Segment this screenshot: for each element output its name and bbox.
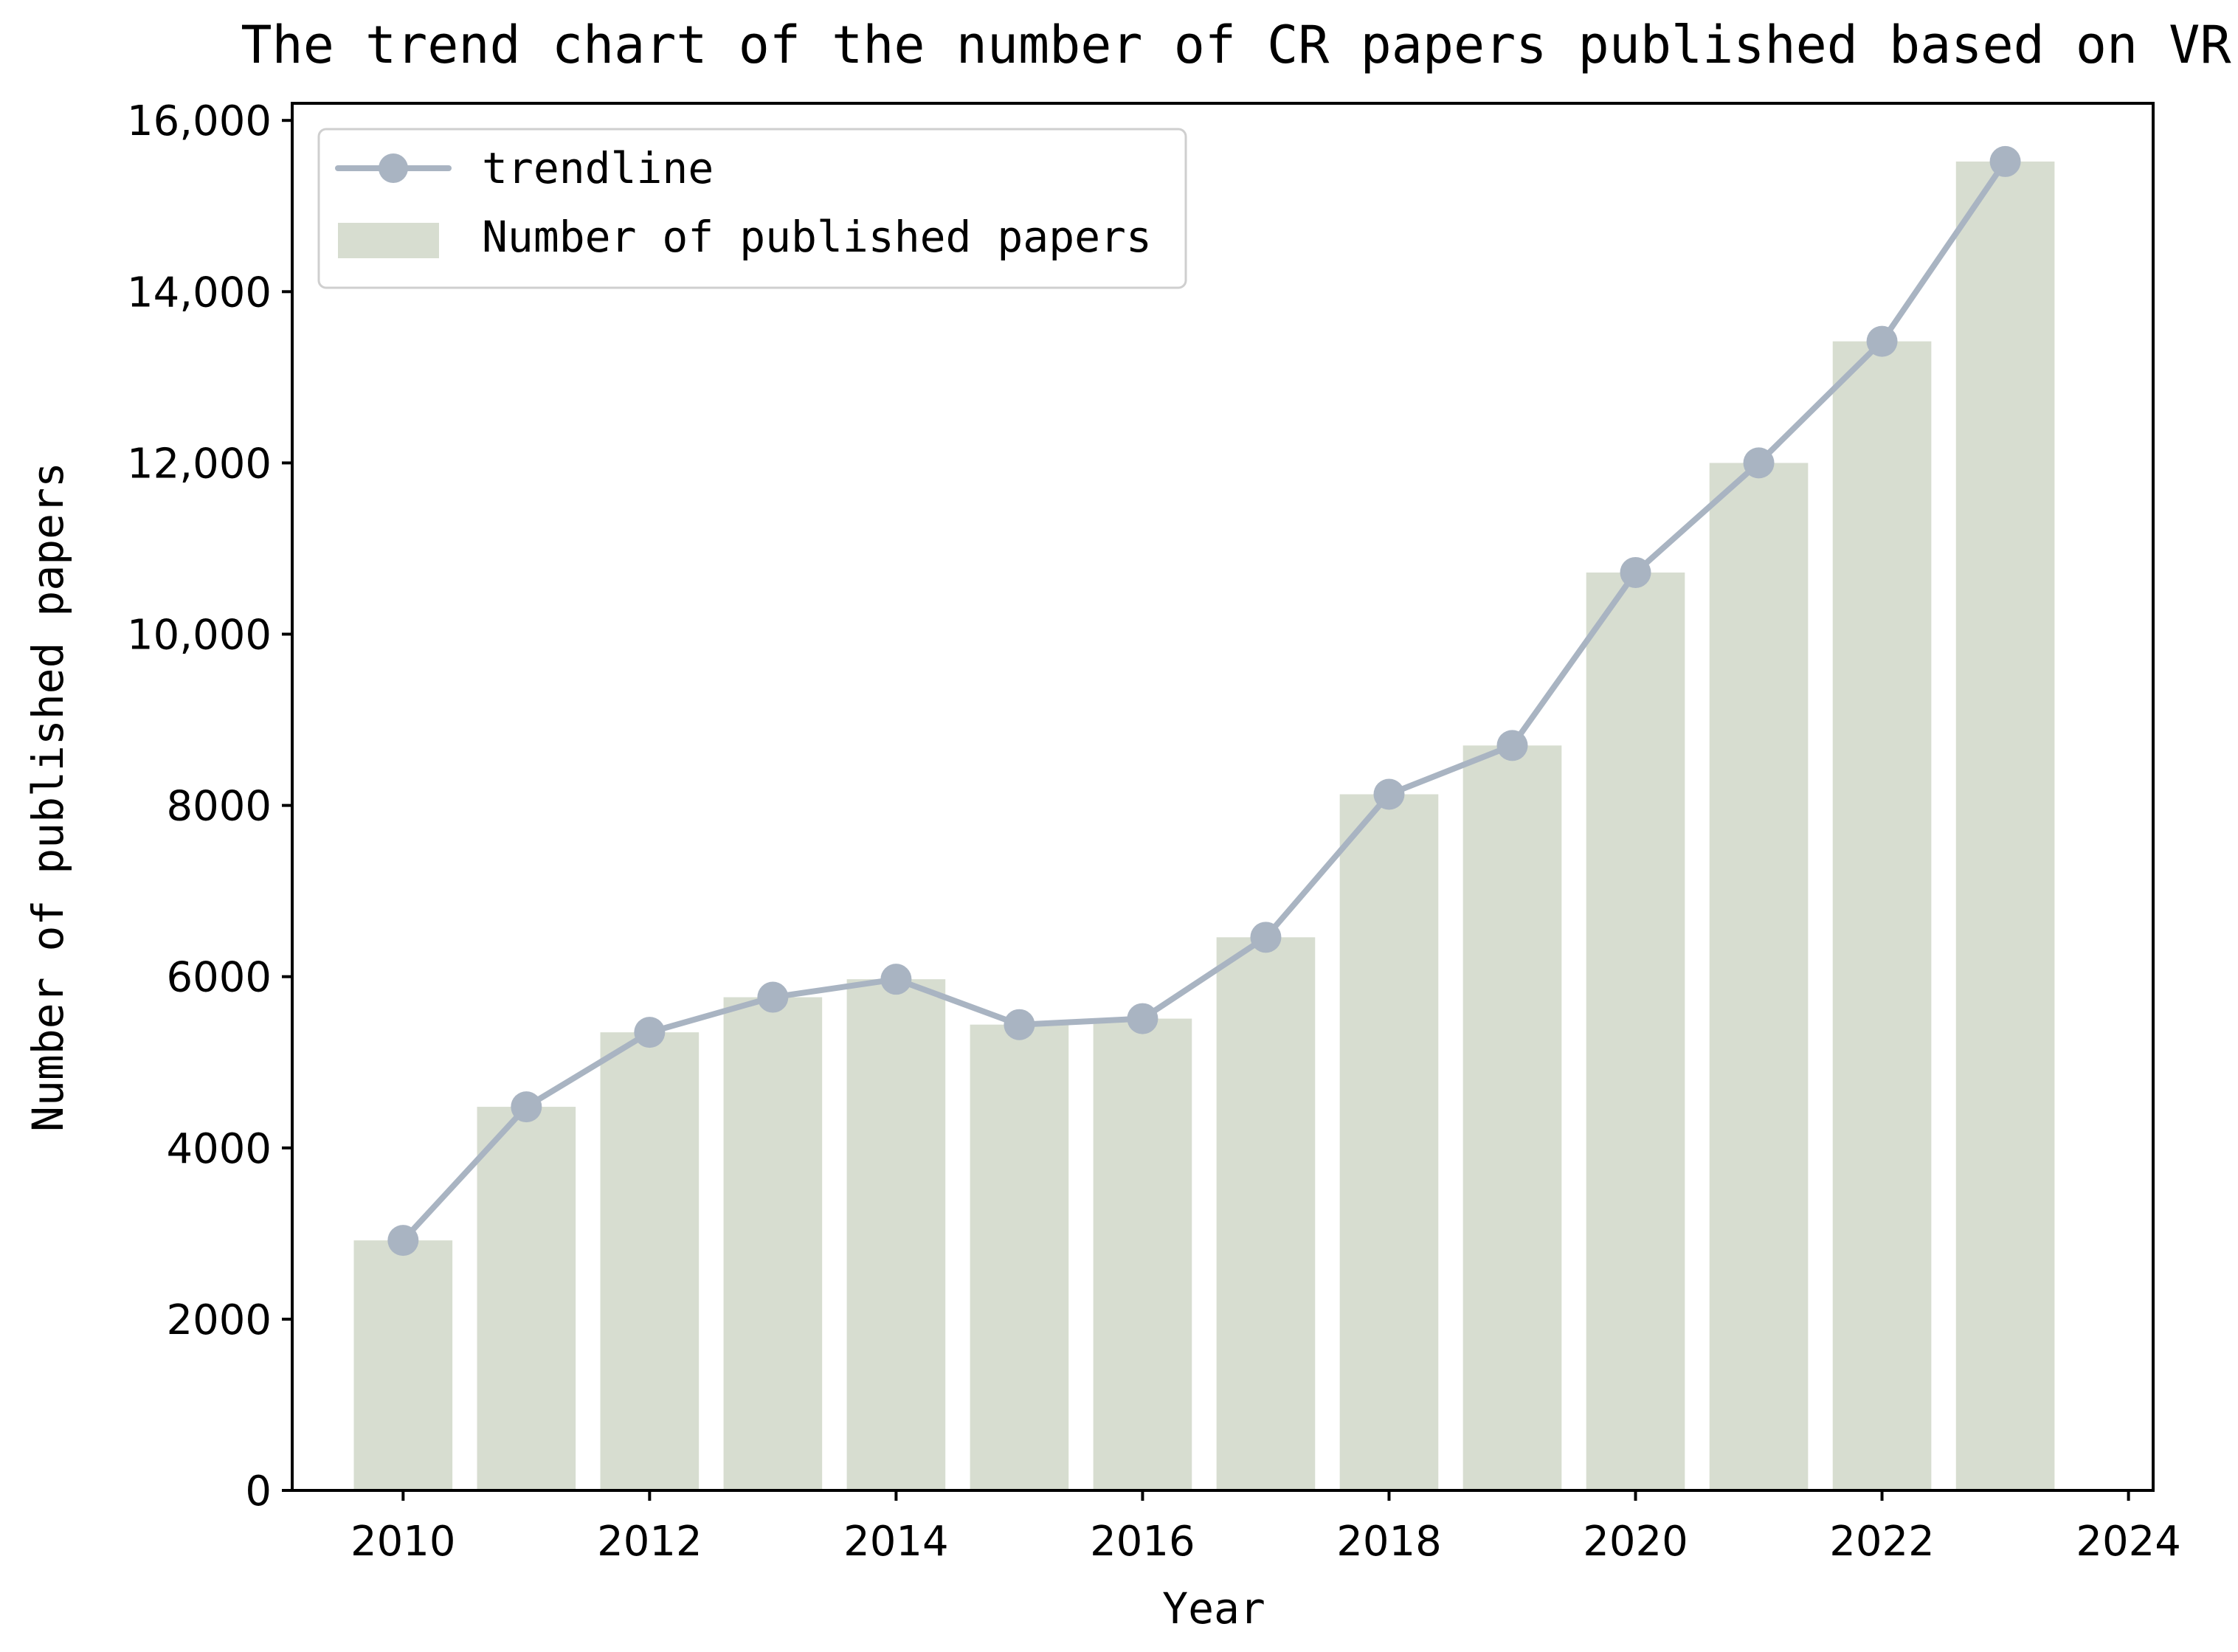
x-tick-label-2010: 2010 bbox=[350, 1518, 456, 1566]
trendline-point-2015 bbox=[1004, 1009, 1035, 1040]
trendline-point-2021 bbox=[1743, 447, 1775, 479]
trendline-series bbox=[387, 145, 2021, 1257]
bar-2022 bbox=[1832, 341, 1932, 1490]
legend-trendline-label: trendline bbox=[482, 143, 714, 193]
trendline-point-2014 bbox=[880, 964, 912, 995]
bar-2018 bbox=[1339, 794, 1439, 1490]
trendline-point-2017 bbox=[1250, 922, 1282, 953]
x-tick-label-2016: 2016 bbox=[1090, 1518, 1195, 1566]
y-axis-ticks: 0 2000 4000 6000 8000 10,000 12,000 14,000 16,00… bbox=[127, 97, 292, 1516]
trendline-point-2010 bbox=[387, 1225, 419, 1257]
y-tick-label-10,000: 10,000 bbox=[127, 612, 272, 660]
x-tick-label-2022: 2022 bbox=[1829, 1518, 1935, 1566]
bar-2015 bbox=[970, 1024, 1069, 1490]
bar-2010 bbox=[353, 1240, 453, 1490]
trendline-point-2020 bbox=[1620, 556, 1651, 588]
legend-bars-label: Number of published papers bbox=[482, 212, 1152, 262]
legend-trendline-marker bbox=[379, 153, 408, 183]
legend-bars-swatch bbox=[338, 223, 439, 258]
trendline-point-2018 bbox=[1373, 778, 1405, 810]
bar-2014 bbox=[846, 979, 946, 1490]
x-axis-label: Year bbox=[1162, 1583, 1265, 1634]
x-tick-label-2018: 2018 bbox=[1336, 1518, 1442, 1566]
trendline-point-2019 bbox=[1496, 730, 1528, 761]
y-tick-label-2000: 2000 bbox=[166, 1296, 272, 1344]
bar-2023 bbox=[1955, 161, 2055, 1490]
legend-box bbox=[317, 128, 1187, 289]
y-tick-label-12,000: 12,000 bbox=[127, 440, 272, 488]
bar-series bbox=[353, 161, 2055, 1490]
trendline-point-2016 bbox=[1127, 1003, 1158, 1034]
y-tick-label-14,000: 14,000 bbox=[127, 269, 272, 317]
bar-2012 bbox=[600, 1032, 700, 1490]
chart-title: The trend chart of the number of CR pape… bbox=[241, 15, 2231, 75]
trendline-point-2011 bbox=[511, 1091, 542, 1123]
bar-2011 bbox=[477, 1107, 576, 1490]
x-tick-label-2024: 2024 bbox=[2076, 1518, 2181, 1566]
bar-2013 bbox=[723, 997, 823, 1490]
y-tick-label-8000: 8000 bbox=[166, 783, 272, 831]
y-tick-label-16,000: 16,000 bbox=[127, 97, 272, 145]
x-axis-ticks: 2010 2012 2014 2016 2018 2020 2022 2024 bbox=[350, 1490, 2181, 1566]
y-tick-label-6000: 6000 bbox=[166, 954, 272, 1002]
y-tick-label-4000: 4000 bbox=[166, 1125, 272, 1173]
x-tick-label-2014: 2014 bbox=[843, 1518, 949, 1566]
bar-2017 bbox=[1216, 937, 1316, 1490]
trendline-point-2023 bbox=[1989, 145, 2021, 177]
x-tick-label-2012: 2012 bbox=[597, 1518, 702, 1566]
legend: trendline Number of published papers bbox=[317, 128, 1187, 289]
trendline-point-2012 bbox=[634, 1017, 666, 1048]
plot-frame bbox=[291, 102, 2155, 1492]
bar-2020 bbox=[1586, 572, 1685, 1490]
bar-2021 bbox=[1709, 463, 1809, 1490]
x-tick-label-2020: 2020 bbox=[1583, 1518, 1688, 1566]
y-tick-label-0: 0 bbox=[245, 1468, 272, 1516]
trendline-point-2013 bbox=[757, 981, 789, 1013]
trendline-point-2022 bbox=[1866, 325, 1898, 357]
trendline-path bbox=[400, 158, 2009, 1244]
bar-2016 bbox=[1093, 1018, 1192, 1490]
bar-2019 bbox=[1462, 745, 1562, 1490]
y-axis-label: Number of published papers bbox=[23, 462, 73, 1132]
